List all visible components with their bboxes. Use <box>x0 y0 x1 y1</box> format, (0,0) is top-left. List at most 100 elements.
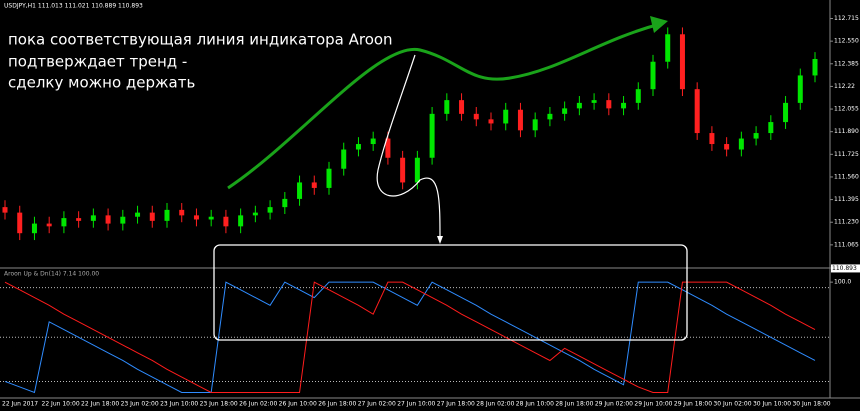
x-tick-label: 23 Jun 18:00 <box>200 401 238 408</box>
plot-area: 112.715 112.550 112.385 112.22 112.055 111.89… <box>0 15 860 408</box>
y-tick-label: 112.055 <box>834 106 859 113</box>
candle-body <box>606 100 612 109</box>
x-tick-label: 28 Jun 10:00 <box>516 401 554 408</box>
candle-body <box>208 216 214 220</box>
y-tick-label: 112.385 <box>834 60 859 67</box>
candle-body <box>370 138 376 145</box>
last-price-label: 110.893 <box>832 265 857 272</box>
candle-body <box>812 58 818 76</box>
candle-body <box>120 216 126 224</box>
x-tick-label: 28 Jun 02:00 <box>476 401 514 408</box>
x-tick-label: 27 Jun 10:00 <box>397 401 435 408</box>
x-tick-label: 22 Jun 2017 <box>2 401 38 408</box>
candle-body <box>473 113 479 120</box>
candle-body <box>341 149 347 169</box>
candle-body <box>503 109 509 124</box>
candle-body <box>400 157 406 183</box>
x-tick-label: 22 Jun 10:00 <box>42 401 80 408</box>
y-tick-label: 112.550 <box>834 38 859 45</box>
candle-body <box>149 212 155 221</box>
candle-body <box>576 102 582 109</box>
annotation-line: пока соответствующая линия индикатора Ar… <box>8 31 393 49</box>
candle-body <box>355 144 361 150</box>
x-tick-label: 30 Jun 10:00 <box>753 401 791 408</box>
x-tick-label: 29 Jun 18:00 <box>674 401 712 408</box>
y-tick-label: 112.715 <box>834 15 859 22</box>
candle-body <box>164 209 170 221</box>
candle-body <box>223 216 229 227</box>
x-tick-label: 29 Jun 10:00 <box>634 401 672 408</box>
annotation-line: подтверждает тренд - <box>8 53 187 71</box>
candle-body <box>665 34 671 62</box>
candle-body <box>76 218 82 221</box>
candle-body <box>135 212 141 217</box>
candle-body <box>709 133 715 145</box>
candle-body <box>267 207 273 213</box>
y-tick-label: 111.230 <box>834 219 859 226</box>
candle-body <box>562 108 568 114</box>
highlight-box <box>213 244 688 341</box>
x-tick-label: 26 Jun 10:00 <box>279 401 317 408</box>
candle-body <box>385 138 391 158</box>
candle-body <box>768 122 774 134</box>
candle-body <box>724 144 730 150</box>
indicator-title: Aroon Up & Dn(14) 7.14 100.00 <box>4 271 99 278</box>
y-tick-label: 111.395 <box>834 196 859 203</box>
candle-body <box>547 113 553 120</box>
candle-body <box>532 119 538 131</box>
candle-body <box>311 182 317 188</box>
candle-body <box>679 34 685 90</box>
pointer-arrow-head <box>437 236 443 244</box>
x-tick-label: 30 Jun 18:00 <box>792 401 830 408</box>
candle-body <box>61 218 67 227</box>
candle-body <box>488 119 494 124</box>
candle-body <box>591 100 597 103</box>
y-tick-label: 111.725 <box>834 151 859 158</box>
candle-body <box>297 182 303 199</box>
candle-body <box>179 209 185 216</box>
candle-body <box>783 102 789 123</box>
candle-body <box>517 109 523 131</box>
x-tick-label: 26 Jun 02:00 <box>239 401 277 408</box>
candle-body <box>429 113 435 158</box>
x-tick-label: 30 Jun 02:00 <box>713 401 751 408</box>
annotation-line: сделку можно держать <box>8 74 195 92</box>
candle-body <box>635 89 641 103</box>
candle-body <box>193 215 199 220</box>
candle-body <box>444 100 450 114</box>
indicator-line <box>4 281 816 394</box>
candle-body <box>17 212 23 234</box>
chart-title: USDJPY,H1 111.013 111.021 110.889 110.89… <box>4 3 143 10</box>
indicator-line <box>4 281 816 393</box>
y-tick-label: 100.0 <box>834 279 851 286</box>
candle-body <box>753 133 759 139</box>
trend-arrow-head <box>650 16 668 33</box>
y-tick-label: 112.22 <box>834 83 855 90</box>
candle-body <box>2 207 8 213</box>
x-tick-label: 26 Jun 18:00 <box>318 401 356 408</box>
candle-body <box>621 102 627 109</box>
candle-body <box>414 157 420 183</box>
candle-body <box>326 168 332 188</box>
candle-body <box>105 215 111 224</box>
x-tick-label: 28 Jun 18:00 <box>555 401 593 408</box>
candle-body <box>31 223 37 234</box>
candle-body <box>459 100 465 114</box>
trend-arrow <box>227 22 661 190</box>
candle-body <box>282 198 288 208</box>
x-tick-label: 22 Jun 18:00 <box>81 401 119 408</box>
y-tick-label: 111.560 <box>834 173 859 180</box>
x-tick-label: 23 Jun 10:00 <box>160 401 198 408</box>
pointer-arrow <box>376 54 441 241</box>
x-tick-label: 23 Jun 02:00 <box>121 401 159 408</box>
candle-body <box>738 138 744 150</box>
x-tick-label: 27 Jun 02:00 <box>358 401 396 408</box>
candle-body <box>46 223 52 227</box>
candle-body <box>694 89 700 134</box>
candle-body <box>797 75 803 103</box>
y-tick-label: 111.065 <box>834 241 859 248</box>
y-tick-label: 111.890 <box>834 128 859 135</box>
candle-body <box>90 215 96 221</box>
